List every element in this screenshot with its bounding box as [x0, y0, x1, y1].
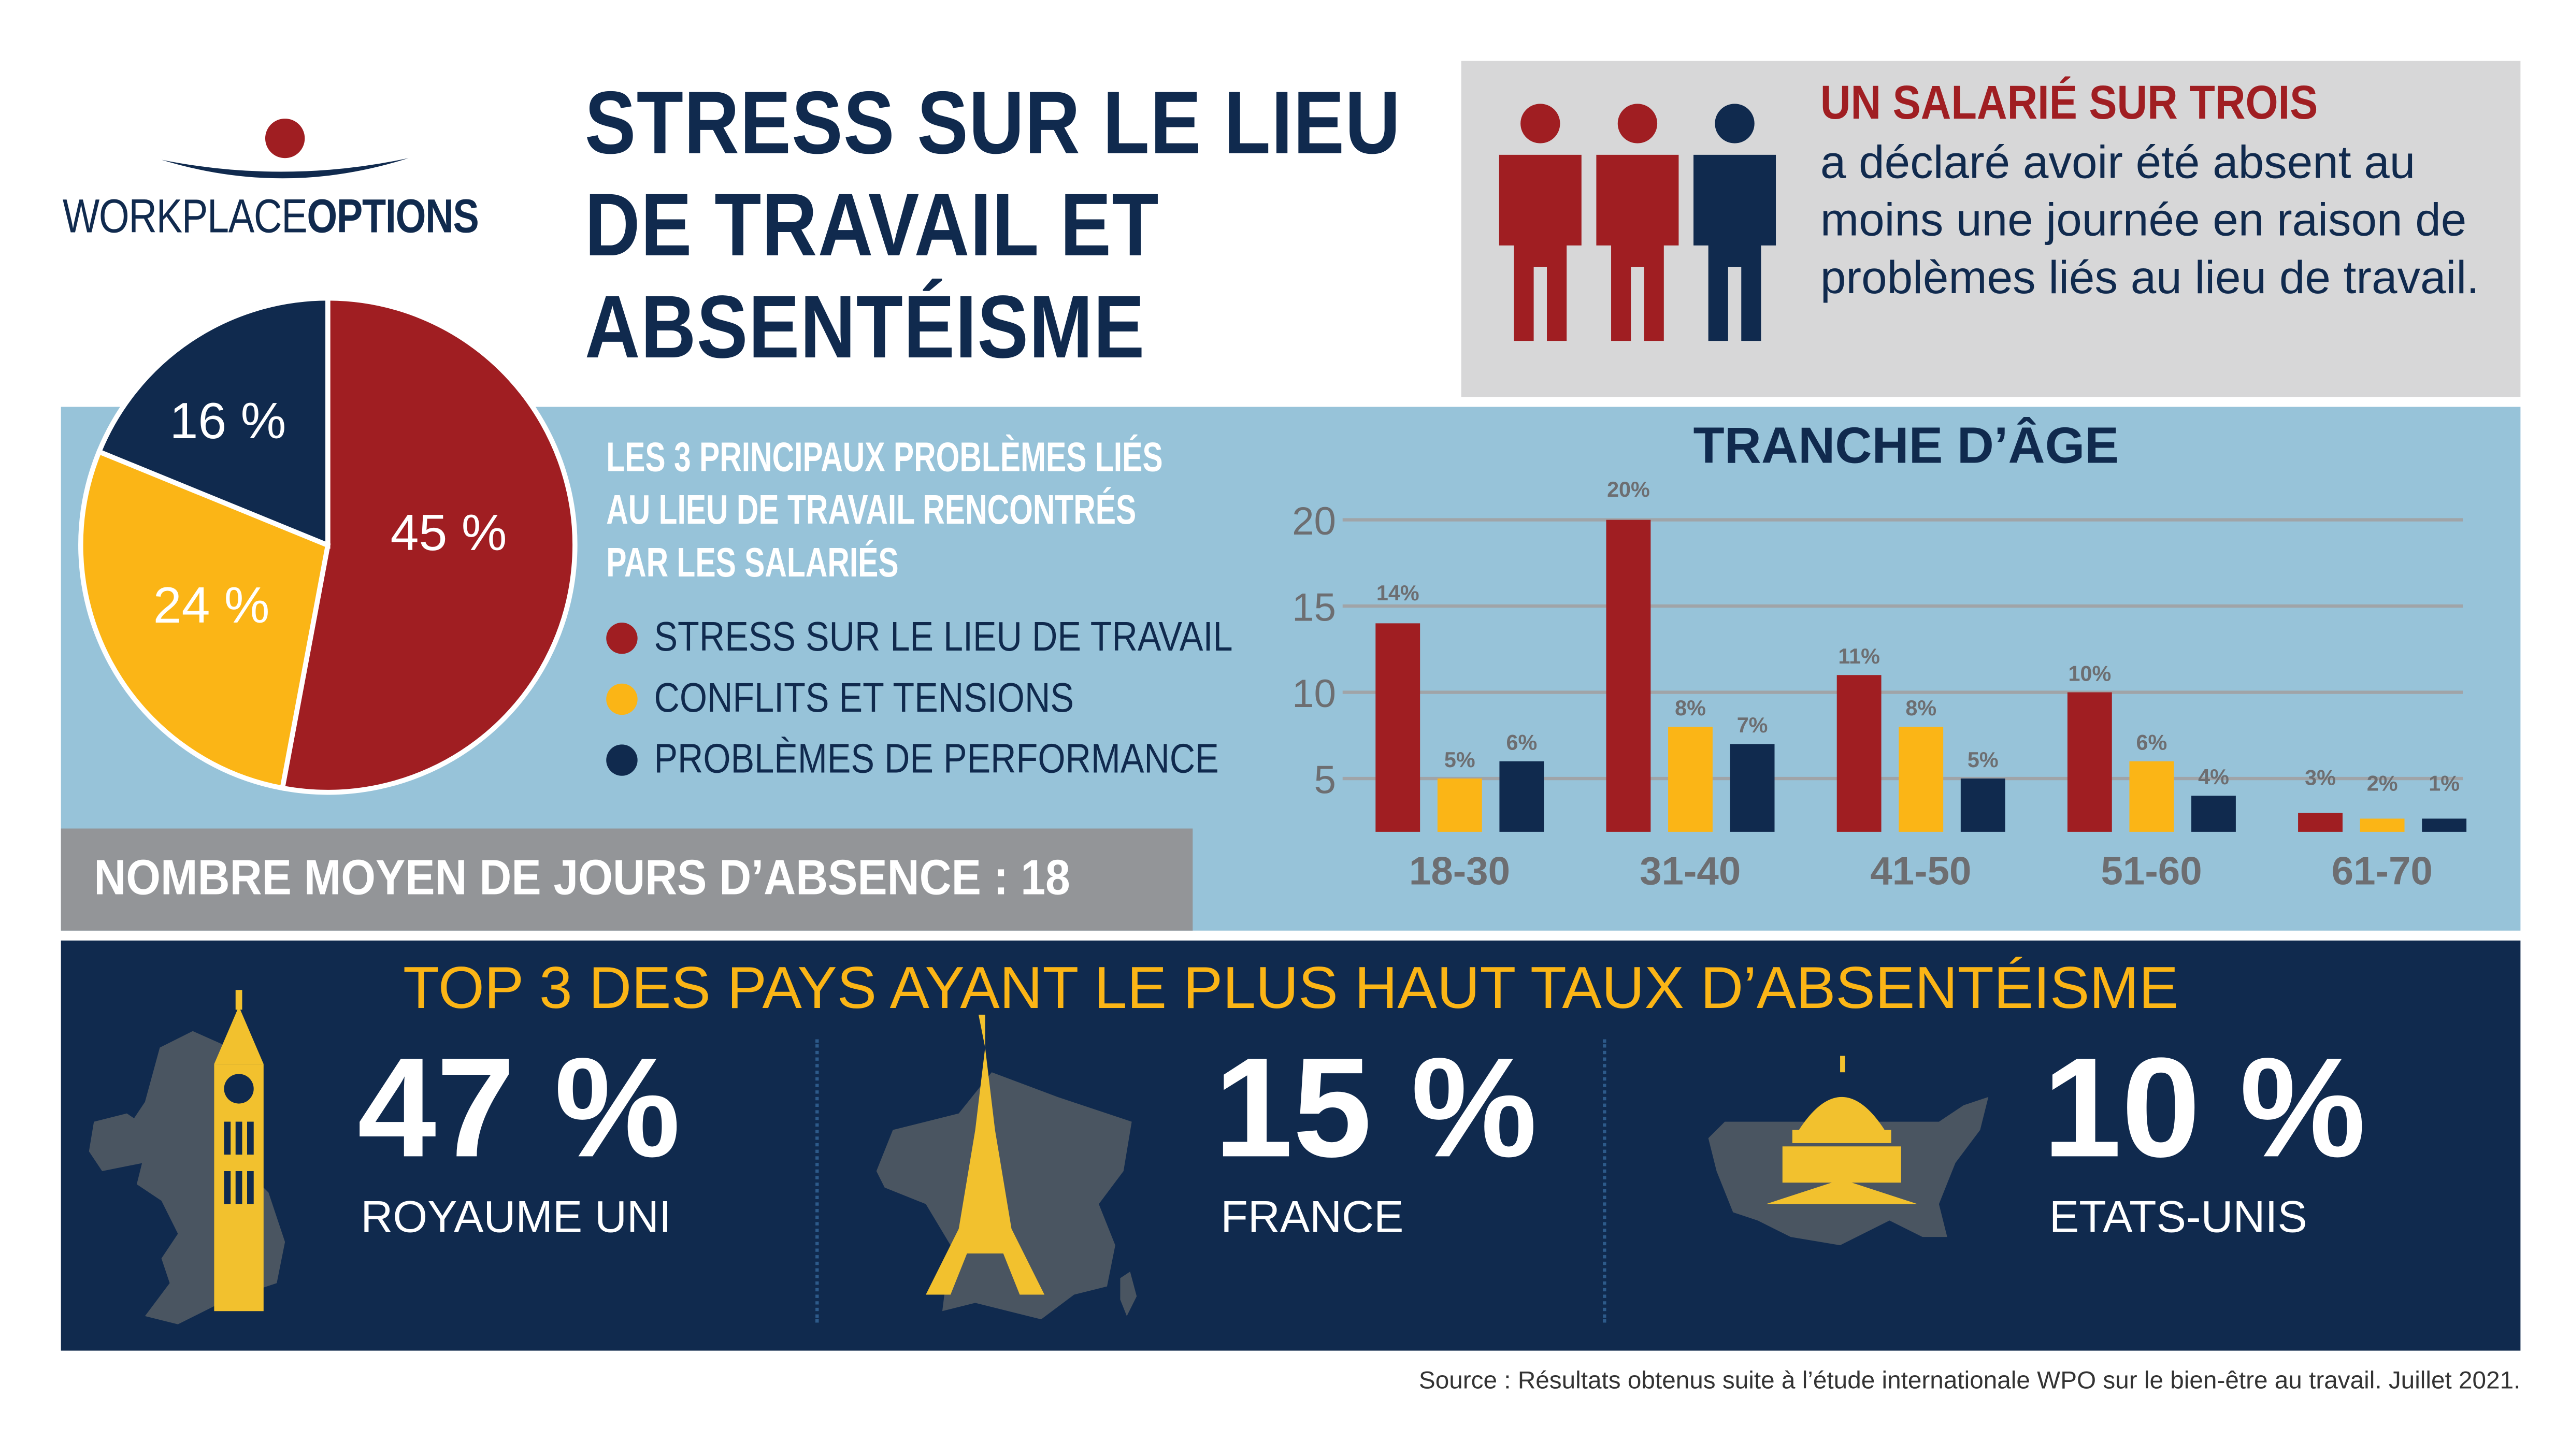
average-absence-bar: NOMBRE MOYEN DE JOURS D’ABSENCE : 18 [61, 828, 1193, 931]
highlight-text: a déclaré avoir été absent au moins une … [1820, 136, 2479, 304]
bar-18-30-0 [1375, 623, 1420, 832]
highlight-box: UN SALARIÉ SUR TROIS a déclaré avoir été… [1461, 61, 2521, 397]
bar-value-label: 14% [1376, 581, 1419, 605]
pie-slice-2 [96, 295, 331, 549]
bar-51-60-2 [2191, 796, 2236, 832]
bar-value-label: 4% [2198, 765, 2229, 789]
x-category-label: 18-30 [1409, 849, 1510, 893]
legend-dot-icon [606, 683, 638, 715]
divider [815, 1039, 819, 1323]
problems-heading: LES 3 PRINCIPAUX PROBLÈMES LIÉS AU LIEU … [606, 431, 1162, 589]
bar-31-40-2 [1730, 744, 1775, 832]
legend-dot-icon [606, 744, 638, 776]
bar-value-label: 8% [1675, 696, 1706, 720]
people-icon [1499, 104, 1776, 341]
highlight-heading: UN SALARIÉ SUR TROIS [1820, 77, 2318, 131]
x-category-label: 51-60 [2101, 849, 2202, 893]
legend-label: CONFLITS ET TENSIONS [654, 675, 1074, 722]
problems-heading-line: LES 3 PRINCIPAUX PROBLÈMES LIÉS [606, 435, 1163, 481]
source-note: Source : Résultats obtenus suite à l’étu… [1418, 1367, 2521, 1395]
bar-61-70-2 [2422, 818, 2467, 832]
pie-label-stress: 45 % [390, 504, 507, 562]
pie-slice-1 [78, 448, 331, 791]
country-name: FRANCE [1221, 1192, 1404, 1242]
pie-label-conflicts: 24 % [153, 576, 270, 635]
logo-text: WORKPLACEOPTIONS [63, 191, 479, 246]
title-line: STRESS SUR LE LIEU [584, 74, 1401, 173]
y-tick-label: 20 [1292, 499, 1336, 543]
usa-capitol-icon [1708, 1056, 1989, 1246]
country-percentage: 47 % [357, 1029, 681, 1188]
bar-value-label: 3% [2305, 766, 2336, 790]
bar-value-label: 2% [2367, 771, 2398, 795]
problems-heading-line: AU LIEU DE TRAVAIL RENCONTRÉS [606, 487, 1137, 534]
country-name: ROYAUME UNI [361, 1192, 671, 1242]
divider [1603, 1039, 1606, 1323]
bar-value-label: 8% [1905, 696, 1936, 720]
legend-dot-icon [606, 623, 638, 654]
legend-item-conflicts: CONFLITS ET TENSIONS [606, 675, 1142, 723]
page-title: STRESS SUR LE LIEU DE TRAVAIL ET ABSENTÉ… [585, 73, 1401, 379]
country-name: ETATS-UNIS [2049, 1192, 2307, 1242]
legend-item-stress: STRESS SUR LE LIEU DE TRAVAIL [606, 614, 1327, 662]
bar-value-label: 20% [1607, 478, 1650, 501]
age-bar-chart: TRANCHE D’ÂGE 5 10 15 20 14% 5% 6% 18-30 20% 8% 7% 3… [1292, 417, 2467, 893]
title-line: DE TRAVAIL ET [584, 176, 1159, 276]
y-tick-label: 15 [1292, 586, 1336, 630]
bar-41-50-0 [1836, 675, 1882, 832]
x-category-label: 61-70 [2332, 849, 2433, 893]
bar-18-30-1 [1437, 779, 1482, 832]
bar-41-50-1 [1899, 727, 1944, 832]
legend-item-performance: PROBLÈMES DE PERFORMANCE [606, 736, 1311, 784]
logo-text-light: WORKPLACE [62, 191, 308, 244]
bar-61-70-1 [2360, 818, 2405, 832]
bar-61-70-0 [2298, 813, 2343, 832]
legend-label: STRESS SUR LE LIEU DE TRAVAIL [654, 614, 1233, 661]
bar-31-40-1 [1668, 727, 1713, 832]
y-tick-label: 5 [1314, 758, 1336, 802]
title-line: ABSENTÉISME [584, 278, 1145, 378]
country-percentage: 10 % [2043, 1029, 2366, 1188]
bar-chart-title: TRANCHE D’ÂGE [1693, 417, 2119, 474]
logo-text-bold: OPTIONS [307, 191, 479, 244]
bar-value-label: 5% [1968, 748, 1999, 772]
country-percentage: 15 % [1214, 1029, 1538, 1188]
average-absence-label: NOMBRE MOYEN DE JOURS D’ABSENCE : 18 [94, 852, 1070, 906]
bar-value-label: 6% [2136, 730, 2167, 754]
bar-51-60-1 [2129, 761, 2174, 832]
legend-label: PROBLÈMES DE PERFORMANCE [654, 736, 1219, 783]
bar-18-30-2 [1499, 761, 1544, 832]
uk-big-ben-icon [89, 990, 285, 1324]
bar-51-60-0 [2067, 692, 2112, 832]
workplace-options-logo-icon [161, 118, 409, 179]
bar-value-label: 1% [2429, 771, 2460, 795]
pie-label-performance: 16 % [169, 392, 286, 450]
pie-chart [78, 295, 578, 795]
bar-value-label: 10% [2068, 661, 2111, 685]
bar-value-label: 5% [1444, 748, 1475, 772]
bar-value-label: 6% [1506, 730, 1537, 754]
bar-31-40-0 [1606, 520, 1651, 832]
countries-heading: TOP 3 DES PAYS AYANT LE PLUS HAUT TAUX D… [403, 954, 2179, 1021]
problems-heading-line: PAR LES SALARIÉS [606, 540, 899, 587]
countries-panel: TOP 3 DES PAYS AYANT LE PLUS HAUT TAUX D… [61, 940, 2521, 1351]
x-category-label: 31-40 [1640, 849, 1741, 893]
pie-slice-0 [279, 295, 578, 795]
bar-41-50-2 [1960, 779, 2005, 832]
bar-value-label: 7% [1737, 713, 1768, 737]
france-eiffel-tower-icon [876, 1014, 1137, 1320]
y-tick-label: 10 [1292, 672, 1336, 716]
bar-value-label: 11% [1838, 644, 1879, 668]
x-category-label: 41-50 [1870, 849, 1971, 893]
